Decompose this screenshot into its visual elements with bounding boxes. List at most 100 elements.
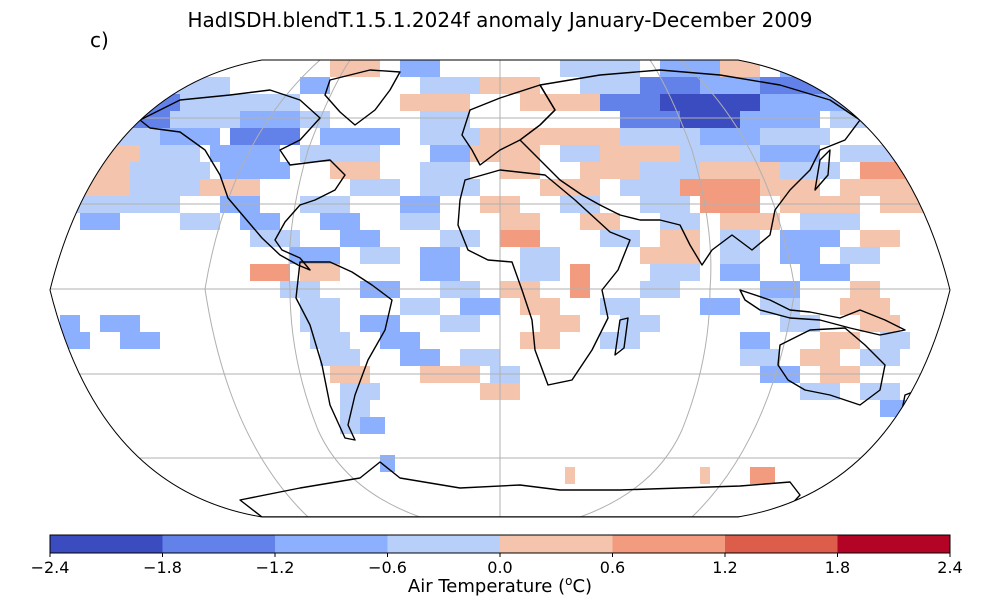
anomaly-cell [580,162,640,179]
anomaly-cell [230,128,300,145]
anomaly-cell [200,179,260,196]
anomaly-cell [660,94,760,111]
anomaly-cell [70,162,130,179]
anomaly-cell [520,332,560,349]
anomaly-cell [700,162,780,179]
anomaly-cell [820,332,860,349]
anomaly-cell [740,111,820,128]
anomaly-cell [420,179,480,196]
anomaly-cell [580,213,620,230]
anomaly-cell [140,145,200,162]
anomaly-cell [320,213,360,230]
anomaly-cell [560,128,620,145]
anomaly-cell [120,332,160,349]
anomaly-cell [380,455,395,472]
anomaly-cell [300,77,330,94]
colorbar-ticks [49,553,951,557]
anomaly-cell [840,179,930,196]
anomaly-cell [60,332,90,349]
anomaly-cell [500,230,540,247]
anomaly-cell [740,332,770,349]
colorbar-tick-label: −1.2 [255,558,295,577]
globe-border [49,59,951,518]
map-title: HadISDH.blendT.1.5.1.2024f anomaly Janua… [187,8,813,32]
anomaly-cell [740,349,780,366]
anomaly-cell [720,264,760,281]
anomaly-cell [640,162,700,179]
anomaly-cell [720,247,760,264]
anomaly-cell [440,315,480,332]
anomaly-cell [360,417,385,434]
colorbar-tick-label: −2.4 [30,558,70,577]
anomaly-cell [780,230,840,247]
anomaly-cell [250,264,290,281]
anomaly-cell [750,467,775,484]
indonesia-outline [739,289,906,336]
anomaly-cell [340,400,370,417]
anomaly-cell [720,213,780,230]
new-zealand-outline [899,389,919,421]
anomaly-cell [800,213,860,230]
south-america-outline [295,261,393,441]
anomaly-cell [660,230,700,247]
anomaly-cell [420,264,460,281]
anomaly-cell [110,111,170,128]
anomaly-cell [600,230,640,247]
anomaly-cell [120,94,180,111]
colorbar-tick-label: 1.2 [712,558,738,577]
anomaly-cell [150,77,230,94]
anomaly-cell [400,94,470,111]
graticule [50,60,950,517]
anomaly-cell [565,467,575,484]
anomaly-cell [720,230,760,247]
colorbar-tick-label: 1.8 [824,558,851,577]
north-america-outline [139,89,346,271]
anomaly-cell [600,332,640,349]
anomaly-cell [600,94,660,111]
anomaly-cell [480,128,560,145]
anomaly-cell [300,264,340,281]
anomaly-cell [420,162,470,179]
anomaly-cell [640,247,700,264]
anomaly-cell [600,145,680,162]
anomaly-cell [840,247,880,264]
anomaly-cell [660,60,720,77]
anomaly-cell [180,213,220,230]
anomaly-cell [680,111,740,128]
colorbar-bin [275,535,388,553]
anomaly-cell [440,230,480,247]
colorbar-bin [612,535,726,553]
anomaly-cell [310,332,350,349]
anomaly-cell [860,230,900,247]
anomaly-cell [520,94,600,111]
anomaly-cell [580,77,640,94]
anomaly-cell [520,247,560,264]
anomaly-cell [620,179,680,196]
anomaly-cell [760,94,860,111]
asia-outline [519,69,861,266]
colorbar-tick-label: 0.0 [487,558,513,577]
anomaly-cell [800,349,840,366]
anomaly-cell [760,145,820,162]
colorbar-tick-label: 0.6 [599,558,626,577]
anomaly-cell [420,77,480,94]
anomaly-cell [320,349,360,366]
colorbar-bin [162,535,276,553]
anomaly-cell [680,179,760,196]
anomaly-cell [800,264,850,281]
colorbar-bin [837,535,951,553]
anomaly-cell [560,145,600,162]
anomaly-cell [400,298,440,315]
anomaly-cell [220,162,290,179]
anomaly-cell [340,383,380,400]
anomaly-cell [780,60,820,77]
anomaly-cell [470,145,540,162]
greenland-outline [324,69,401,126]
anomaly-cell [330,162,380,179]
anomaly-cell [520,298,560,315]
anomaly-cell [760,179,820,196]
anomaly-cell [240,213,280,230]
anomaly-cell [430,145,470,162]
anomaly-cell [320,128,400,145]
colorbar-tick-label: −0.6 [368,558,407,577]
